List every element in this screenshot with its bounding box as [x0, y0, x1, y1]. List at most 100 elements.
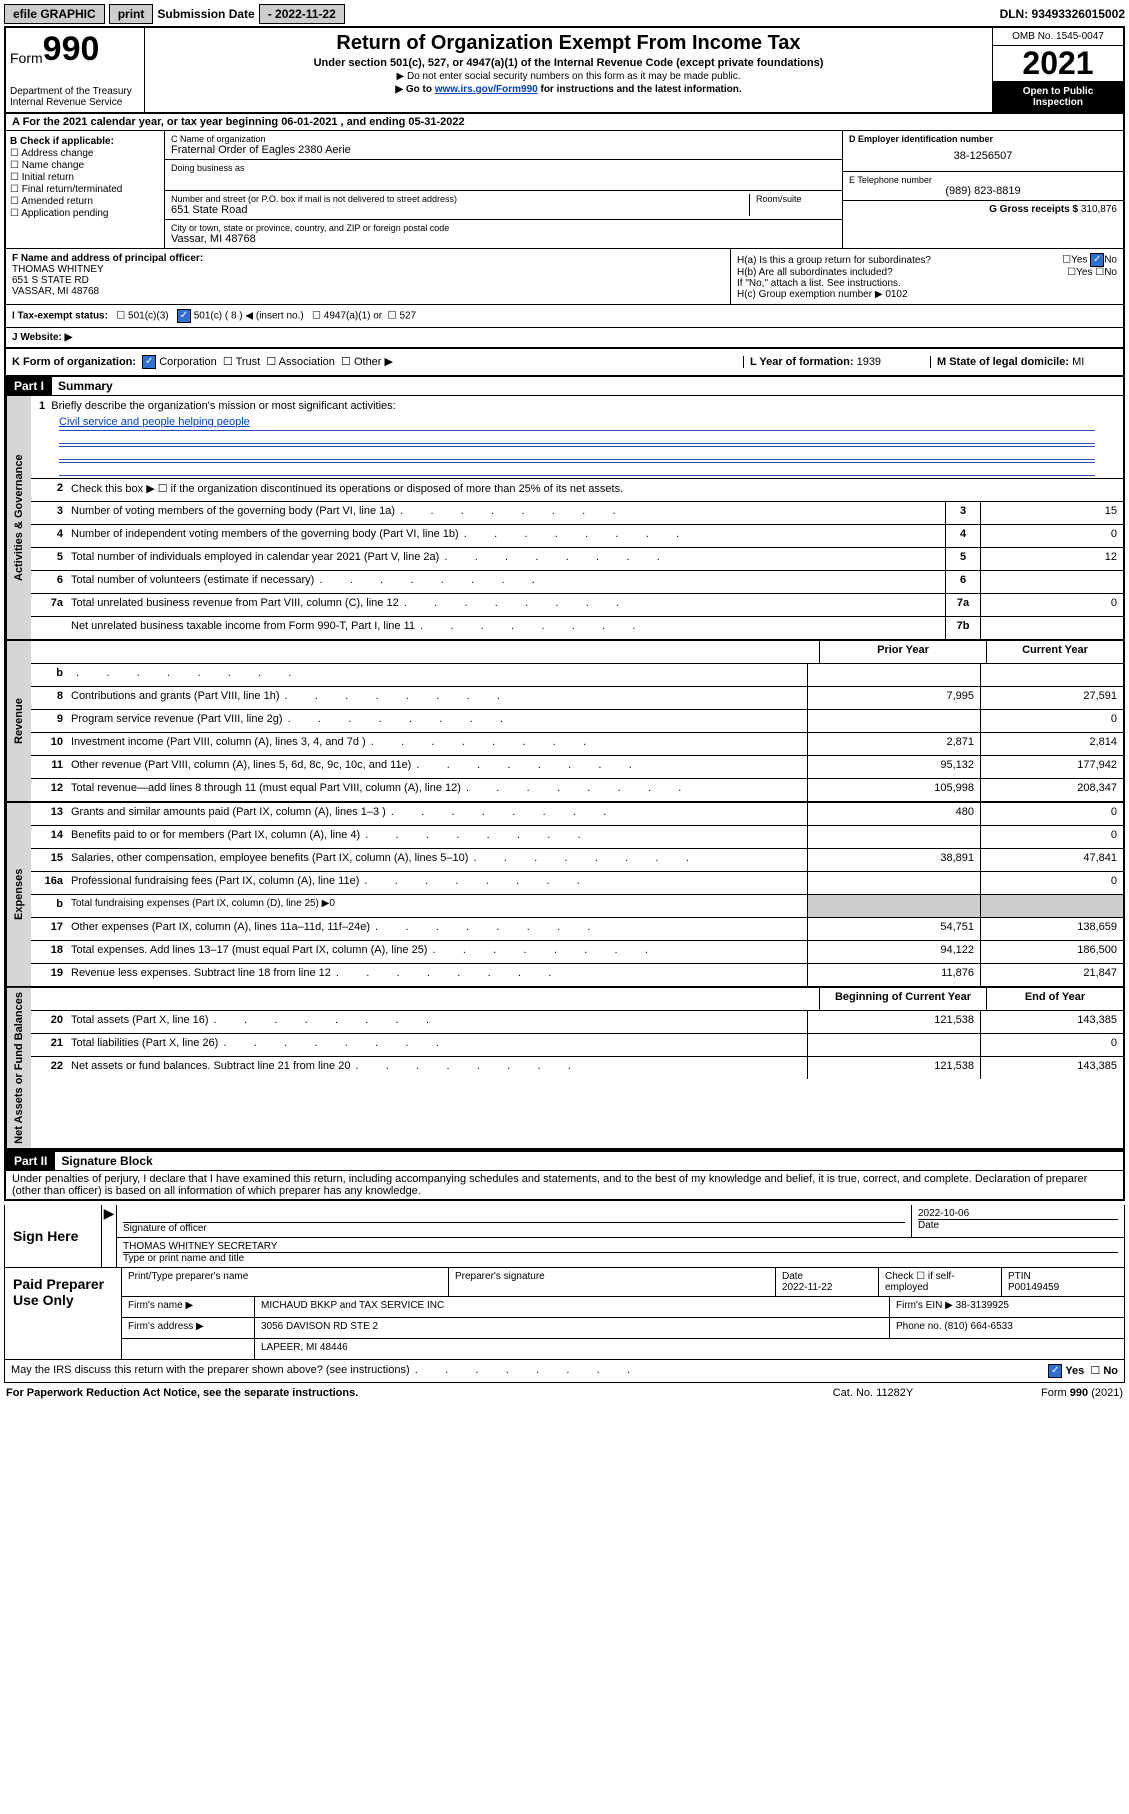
line-value	[980, 571, 1123, 593]
summary-line: 11Other revenue (Part VIII, column (A), …	[31, 755, 1123, 778]
hb-yes: Yes	[1076, 267, 1092, 278]
line-current: 0	[980, 872, 1123, 894]
line-text: Salaries, other compensation, employee b…	[67, 849, 807, 871]
line-number: 7a	[31, 594, 67, 616]
line-current: 0	[980, 803, 1123, 825]
submission-label: Submission Date	[157, 7, 254, 21]
line-number: 16a	[31, 872, 67, 894]
form-container: Form 990 Department of the Treasury Inte…	[4, 26, 1125, 1201]
chk-final-return[interactable]: Final return/terminated	[10, 184, 160, 195]
row-a: A For the 2021 calendar year, or tax yea…	[6, 114, 1123, 131]
line-current: 0	[980, 1034, 1123, 1056]
line-number: 9	[31, 710, 67, 732]
line-number: b	[31, 895, 67, 917]
chk-initial-return[interactable]: Initial return	[10, 172, 160, 183]
ha-no-check[interactable]	[1090, 253, 1104, 267]
summary-line: 21Total liabilities (Part X, line 26) 0	[31, 1033, 1123, 1056]
submission-date: - 2022-11-22	[259, 4, 345, 24]
part1-title: Summary	[52, 377, 119, 395]
ein: 38-1256507	[849, 144, 1117, 168]
line-value: 12	[980, 548, 1123, 570]
section-tab: Activities & Governance	[6, 396, 31, 639]
may-yes-check[interactable]	[1048, 1364, 1062, 1378]
chk-app-pending[interactable]: Application pending	[10, 208, 160, 219]
irs-label: Internal Revenue Service	[10, 97, 140, 108]
line-text: Program service revenue (Part VIII, line…	[67, 710, 807, 732]
k-corp-check[interactable]	[142, 355, 156, 369]
firm-tel-label: Phone no.	[896, 1321, 942, 1332]
l-value: 1939	[857, 356, 881, 368]
may-yes: Yes	[1065, 1365, 1084, 1377]
row-j: J Website: ▶	[6, 328, 1123, 347]
col-header-prior: Beginning of Current Year	[819, 988, 986, 1010]
line-value: 0	[980, 525, 1123, 547]
sig-date: 2022-10-06	[918, 1208, 1118, 1219]
topbar: efile GRAPHIC print Submission Date - 20…	[4, 4, 1125, 24]
open-inspection: Open to Public Inspection	[993, 82, 1123, 112]
line-current: 186,500	[980, 941, 1123, 963]
i-label: I Tax-exempt status:	[12, 311, 108, 322]
line-prior: 54,751	[807, 918, 980, 940]
form-number: 990	[43, 32, 100, 66]
line-number: 17	[31, 918, 67, 940]
l-label: L Year of formation:	[750, 356, 854, 368]
col-b: B Check if applicable: Address change Na…	[6, 131, 165, 248]
chk-amended[interactable]: Amended return	[10, 196, 160, 207]
firm-ein-label: Firm's EIN ▶	[896, 1300, 953, 1311]
chk-name-change[interactable]: Name change	[10, 160, 160, 171]
line-text: Revenue less expenses. Subtract line 18 …	[67, 964, 807, 986]
line-number: 13	[31, 803, 67, 825]
sign-arrow-icon: ▶	[102, 1205, 117, 1267]
hc-label: H(c) Group exemption number ▶	[737, 289, 883, 300]
j-label: J Website: ▶	[12, 332, 72, 343]
section-tab: Net Assets or Fund Balances	[6, 988, 31, 1148]
line-text	[67, 664, 807, 686]
prep-name-label: Print/Type preparer's name	[122, 1268, 449, 1296]
gross-receipts: 310,876	[1081, 204, 1117, 215]
line-prior: 11,876	[807, 964, 980, 986]
col-d: D Employer identification number 38-1256…	[842, 131, 1123, 248]
prep-selfemp: Check ☐ if self-employed	[879, 1268, 1002, 1296]
line-prior: 121,538	[807, 1011, 980, 1033]
sig-name: THOMAS WHITNEY SECRETARY	[123, 1241, 1118, 1253]
line-prior	[807, 664, 980, 686]
hb-label: H(b) Are all subordinates included?	[737, 267, 1067, 278]
footer: For Paperwork Reduction Act Notice, see …	[4, 1383, 1125, 1403]
i-4947: 4947(a)(1) or	[324, 311, 382, 322]
form-title: Return of Organization Exempt From Incom…	[153, 32, 984, 55]
line-current	[980, 664, 1123, 686]
line-number: 11	[31, 756, 67, 778]
may-discuss-text: May the IRS discuss this return with the…	[11, 1364, 1048, 1378]
firm-ein: 38-3139925	[956, 1300, 1009, 1311]
line-current: 177,942	[980, 756, 1123, 778]
ha-no: No	[1104, 255, 1117, 266]
summary-line: 12Total revenue—add lines 8 through 11 (…	[31, 778, 1123, 801]
sign-block: Sign Here ▶ Signature of officer 2022-10…	[4, 1205, 1125, 1268]
form-label: Form	[10, 50, 43, 66]
summary-line: bTotal fundraising expenses (Part IX, co…	[31, 894, 1123, 917]
mission-link[interactable]: Civil service and people helping people	[59, 416, 250, 428]
may-discuss-row: May the IRS discuss this return with the…	[4, 1360, 1125, 1383]
col-header-current: Current Year	[986, 641, 1123, 663]
i-501c-check[interactable]	[177, 309, 191, 323]
paid-label: Paid Preparer Use Only	[5, 1268, 122, 1359]
i-527: 527	[399, 311, 416, 322]
k-label: K Form of organization:	[12, 356, 136, 368]
org-name: Fraternal Order of Eagles 2380 Aerie	[171, 144, 836, 156]
row-f: F Name and address of principal officer:…	[6, 249, 730, 304]
line-text: Total revenue—add lines 8 through 11 (mu…	[67, 779, 807, 801]
line-number: 18	[31, 941, 67, 963]
line-box: 5	[945, 548, 980, 570]
irs-link[interactable]: www.irs.gov/Form990	[435, 84, 538, 95]
sig-officer-label: Signature of officer	[123, 1223, 905, 1234]
print-button[interactable]: print	[109, 4, 154, 24]
m-value: MI	[1072, 356, 1084, 368]
header-mid: Return of Organization Exempt From Incom…	[145, 28, 992, 112]
chk-address-change[interactable]: Address change	[10, 148, 160, 159]
line-current: 0	[980, 710, 1123, 732]
section-body: Beginning of Current Year End of Year20T…	[31, 988, 1123, 1148]
ein-label: D Employer identification number	[849, 134, 1117, 144]
line-prior: 480	[807, 803, 980, 825]
line-text: Total liabilities (Part X, line 26)	[67, 1034, 807, 1056]
ha-label: H(a) Is this a group return for subordin…	[737, 255, 1062, 266]
